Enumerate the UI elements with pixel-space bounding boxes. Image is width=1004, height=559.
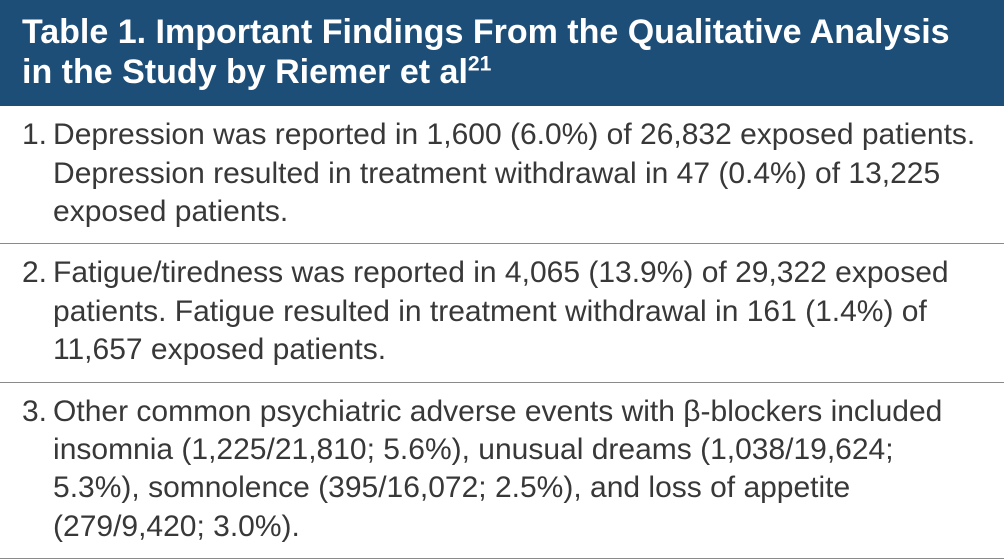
row-number: 1. [22, 116, 53, 154]
row-number: 2. [22, 254, 53, 292]
row-number: 3. [22, 393, 53, 431]
table-header: Table 1. Important Findings From the Qua… [0, 0, 1004, 106]
table-row: 1. Depression was reported in 1,600 (6.0… [0, 106, 1004, 244]
table-row: 2. Fatigue/tiredness was reported in 4,0… [0, 244, 1004, 382]
table-body: 1. Depression was reported in 1,600 (6.0… [0, 106, 1004, 559]
findings-table: Table 1. Important Findings From the Qua… [0, 0, 1004, 559]
citation-superscript: 21 [468, 53, 491, 76]
table-title: Table 1. Important Findings From the Qua… [22, 13, 950, 91]
table-row: 3. Other common psychiatric adverse even… [0, 383, 1004, 559]
row-text: Depression was reported in 1,600 (6.0%) … [53, 116, 982, 231]
row-text: Other common psychiatric adverse events … [53, 393, 982, 547]
row-text: Fatigue/tiredness was reported in 4,065 … [53, 254, 982, 369]
